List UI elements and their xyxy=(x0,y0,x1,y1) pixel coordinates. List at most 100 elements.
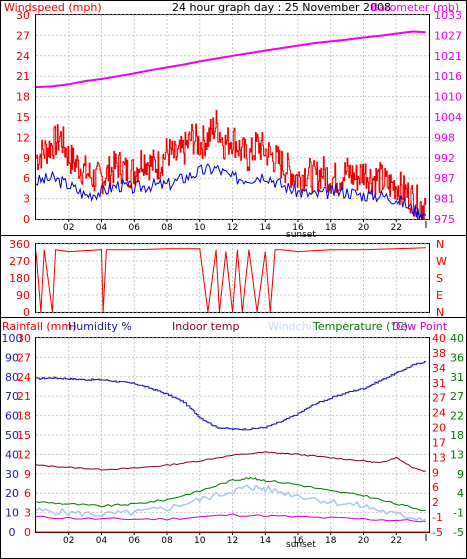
windspeed-tick-label: 15 xyxy=(16,111,30,124)
humidity-tick-label: 50 xyxy=(5,429,19,442)
compass-tick-label: E xyxy=(436,289,443,302)
humidity-tick-label: 60 xyxy=(5,410,19,423)
bottom-grid xyxy=(36,337,429,533)
temperature-right-axis: -5 -1 4 9 13 18 22 27 31 36 40 xyxy=(450,332,464,539)
x-tick-label: 02 xyxy=(63,223,74,233)
barometer-tick-label: 981 xyxy=(434,193,455,206)
barometer-tick-label: 1027 xyxy=(434,29,462,42)
temperature-inner-tick-label: 2 xyxy=(432,496,439,509)
temperature-tick-label: 22 xyxy=(450,410,464,423)
windspeed-line xyxy=(36,109,427,220)
rainfall-tick-label: 24 xyxy=(17,371,31,384)
temperature-inner-tick-label: 9 xyxy=(432,466,439,479)
temperature-inner-tick-label: 31 xyxy=(432,377,446,390)
x-tick-label: 22 xyxy=(391,536,402,546)
humidity-tick-label: 10 xyxy=(5,507,19,520)
rainfall-tick-label: 0 xyxy=(24,526,31,539)
rainfall-tick-label: 15 xyxy=(17,429,31,442)
indoor-temp-label: Indoor temp xyxy=(172,320,239,333)
rainfall-tick-label: 18 xyxy=(17,410,31,423)
temperature-tick-label: -1 xyxy=(453,507,464,520)
barometer-label: Barometer (mb) xyxy=(371,1,459,14)
direction-tick-label: 180 xyxy=(9,272,30,285)
humidity-tick-label: 70 xyxy=(5,390,19,403)
top-left-axis: 0 3 6 9 12 15 18 21 24 27 30 xyxy=(16,9,30,226)
windspeed-tick-label: 30 xyxy=(16,9,30,22)
direction-left-axis: 0 90 180 270 360 xyxy=(9,238,30,319)
wind-average-line xyxy=(35,163,427,221)
rainfall-tick-label: 21 xyxy=(17,390,31,403)
temperature-tick-label: 18 xyxy=(450,429,464,442)
temperature-tick-label: 27 xyxy=(450,390,464,403)
compass-tick-label: N xyxy=(436,306,444,319)
x-tick-label: 12 xyxy=(227,536,238,546)
humidity-axis: 0 10 20 30 40 50 60 70 80 90 100 xyxy=(2,332,23,539)
barometer-tick-label: 1010 xyxy=(434,91,462,104)
humidity-tick-label: 100 xyxy=(2,332,23,345)
temperature-tick-label: 36 xyxy=(450,351,464,364)
top-sunset-label: sunset xyxy=(286,230,316,240)
windspeed-tick-label: 6 xyxy=(23,172,30,185)
direction-tick-label: 90 xyxy=(16,289,30,302)
rainfall-tick-label: 3 xyxy=(24,507,31,520)
windspeed-tick-label: 9 xyxy=(23,152,30,165)
rainfall-tick-label: 6 xyxy=(24,487,31,500)
windspeed-label: Windspeed (mph) xyxy=(4,1,102,14)
humidity-tick-label: 20 xyxy=(5,487,19,500)
windchill-line xyxy=(35,484,427,522)
humidity-tick-label: 0 xyxy=(9,526,16,539)
x-tick-label: 20 xyxy=(358,223,370,233)
temperature-inner-tick-label: 6 xyxy=(432,481,439,494)
wind-direction-line xyxy=(35,247,426,313)
x-tick-label: 04 xyxy=(96,536,108,546)
x-tick-label: 18 xyxy=(325,536,337,546)
temperature-inner-tick-label: -5 xyxy=(432,526,443,539)
barometer-tick-label: 987 xyxy=(434,172,455,185)
x-tick-label: 20 xyxy=(358,536,370,546)
temperature-tick-label: -5 xyxy=(453,526,464,539)
x-tick-label: 14 xyxy=(260,536,272,546)
temperature-inner-tick-label: 34 xyxy=(432,362,446,375)
temperature-tick-label: 31 xyxy=(450,371,464,384)
temperature-inner-tick-label: 27 xyxy=(432,392,446,405)
rainfall-label: Rainfall (mm) xyxy=(2,320,76,333)
dewpoint-label: Dew Point xyxy=(392,320,448,333)
windspeed-tick-label: 21 xyxy=(16,70,30,83)
rainfall-tick-label: 12 xyxy=(17,448,31,461)
barometer-line xyxy=(35,30,426,89)
compass-tick-label: N xyxy=(436,238,444,251)
temperature-inner-tick-label: 13 xyxy=(432,451,446,464)
x-tick-label: 06 xyxy=(129,536,141,546)
bottom-sunset-label: sunset xyxy=(286,540,316,550)
x-tick-label: 10 xyxy=(194,223,206,233)
indoor-temp-line xyxy=(35,451,426,473)
temperature-inner-tick-label: 40 xyxy=(432,332,446,345)
dew-point-line xyxy=(35,513,426,523)
top-right-axis: 975 981 987 992 998 1004 1010 1016 1021 1027 1033 xyxy=(434,9,462,226)
temperature-line xyxy=(35,476,426,512)
chart-title: 24 hour graph day : 25 November 2008 xyxy=(172,1,391,14)
barometer-tick-label: 998 xyxy=(434,131,455,144)
x-tick-label: 08 xyxy=(161,223,173,233)
rainfall-tick-label: 9 xyxy=(24,468,31,481)
barometer-tick-label: 975 xyxy=(434,213,455,226)
barometer-tick-label: 1016 xyxy=(434,70,462,83)
temperature-tick-label: 4 xyxy=(457,487,464,500)
temperature-tick-label: 9 xyxy=(457,468,464,481)
x-tick-label: 16 xyxy=(292,223,304,233)
x-tick-label: 06 xyxy=(129,223,141,233)
x-tick-label: 08 xyxy=(161,536,173,546)
barometer-tick-label: 1004 xyxy=(434,111,462,124)
rainfall-tick-label: 30 xyxy=(17,332,31,345)
temperature-inner-tick-label: 24 xyxy=(432,407,446,420)
humidity-tick-label: 80 xyxy=(5,371,19,384)
x-tick-label: 14 xyxy=(260,223,272,233)
humidity-tick-label: 40 xyxy=(5,448,19,461)
direction-tick-label: 0 xyxy=(23,306,30,319)
humidity-tick-label: 30 xyxy=(5,468,19,481)
barometer-tick-label: 992 xyxy=(434,152,455,165)
temperature-inner-tick-label: 20 xyxy=(432,422,446,435)
x-tick-label: 18 xyxy=(325,223,337,233)
temperature-inner-tick-label: 17 xyxy=(432,436,446,449)
